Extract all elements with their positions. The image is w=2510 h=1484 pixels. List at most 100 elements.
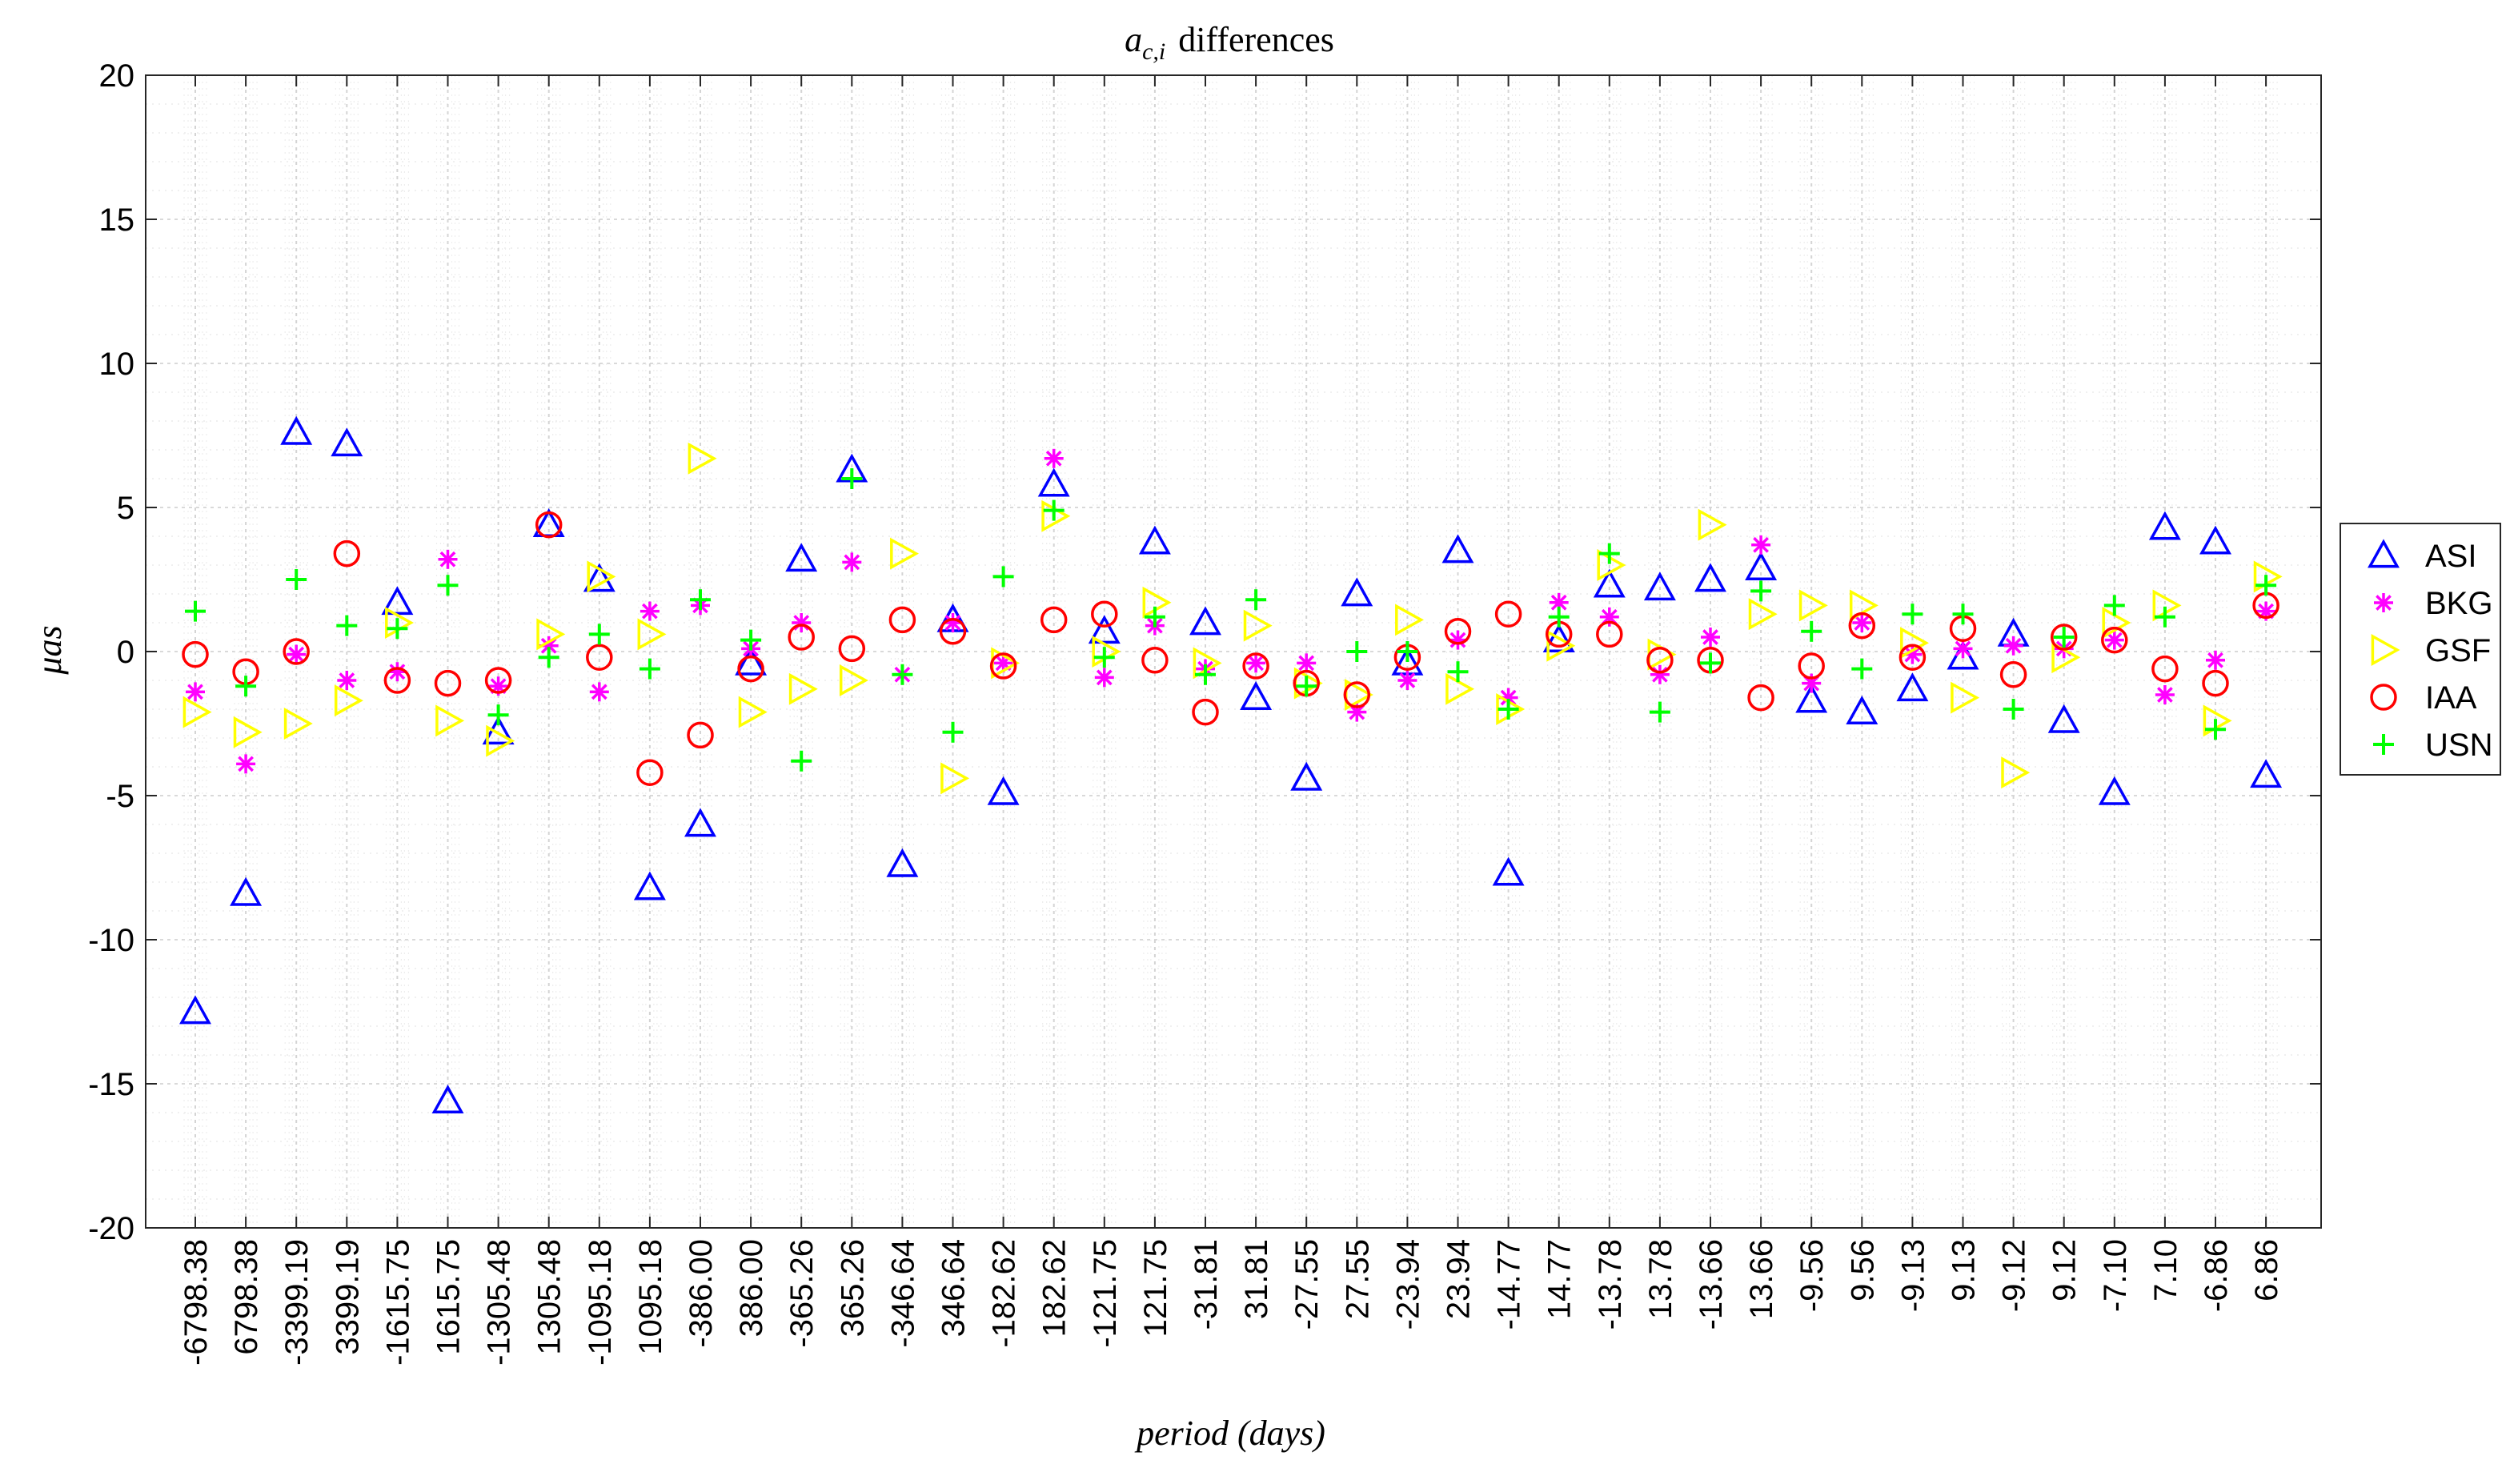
point-iaa (1747, 684, 1774, 712)
legend-marker-asi (2368, 539, 2400, 568)
point-iaa (838, 635, 866, 663)
y-tick-label: -20 (88, 1211, 134, 1246)
point-usn (1750, 580, 1772, 602)
x-tick-label: 1305.48 (532, 1239, 567, 1355)
point-usn (1346, 641, 1368, 662)
point-asi (1593, 568, 1626, 598)
point-usn (1144, 606, 1165, 628)
point-bkg-d2 (844, 554, 860, 571)
point-usn (1548, 606, 1570, 628)
legend-marker-bkg (2374, 593, 2393, 612)
point-bkg-d2 (1803, 675, 1820, 692)
point-bkg-d2 (1248, 655, 1264, 672)
point-bkg-d2 (2207, 652, 2223, 668)
point-bkg (1397, 671, 1417, 690)
axes-layer (145, 74, 2322, 1229)
point-bkg-d2 (1854, 615, 1870, 631)
legend: ASI BKG GSF IAA USN (2340, 523, 2501, 776)
point-asi (1189, 606, 1221, 636)
point-asi (987, 776, 1020, 805)
point-iaa (1494, 600, 1522, 628)
point-bkg (1650, 664, 1670, 684)
x-tick-label: 182.62 (1037, 1239, 1073, 1337)
chart-title: ac,i differences (1125, 20, 1334, 65)
y-tick-label: -5 (106, 779, 134, 814)
point-usn (1902, 604, 1923, 625)
point-bkg-d2 (187, 684, 203, 700)
point-bkg (1953, 639, 1973, 659)
point-usn (286, 569, 307, 590)
point-usn (2205, 719, 2226, 740)
point-usn (336, 615, 358, 636)
point-bkg (1599, 607, 1619, 627)
point-iaa (2202, 669, 2229, 697)
point-bkg (2155, 685, 2175, 704)
x-tick-label: -31.81 (1189, 1239, 1224, 1330)
point-bkg-d2 (540, 637, 557, 654)
point-asi (1542, 623, 1575, 652)
point-usn (1397, 641, 1418, 662)
point-usn (791, 750, 812, 772)
point-usn (235, 676, 257, 697)
point-bkg (1297, 653, 1317, 673)
point-gsf (1900, 627, 1930, 660)
point-gsf (1951, 681, 1980, 714)
point-iaa (1999, 661, 2027, 688)
legend-label-usn: USN (2425, 728, 2492, 763)
x-tick-label: -27.55 (1289, 1239, 1325, 1330)
x-tick-label: -1095.18 (583, 1239, 618, 1366)
x-tick-label: -3399.19 (279, 1239, 315, 1366)
point-gsf (738, 696, 768, 728)
point-bkg (640, 601, 660, 621)
x-tick-label: 7.10 (2148, 1239, 2183, 1302)
point-usn (1447, 661, 1469, 683)
series-usn (185, 468, 2277, 772)
x-axis-label: period (days) (1134, 1414, 1325, 1453)
point-bkg-d2 (1449, 632, 1466, 648)
x-tick-label: 6.86 (2249, 1239, 2284, 1302)
point-iaa (1596, 620, 1623, 648)
point-bkg-d2 (591, 684, 607, 700)
y-axis-label: μas (30, 625, 69, 675)
x-tick-label: 9.56 (1845, 1239, 1880, 1302)
x-tick-label: -13.78 (1593, 1239, 1628, 1330)
point-iaa (182, 640, 209, 668)
point-iaa (1444, 618, 1472, 645)
x-tick-label: -9.13 (1895, 1239, 1931, 1312)
point-bkg-d2 (2005, 637, 2022, 654)
point-bkg-d2 (1045, 450, 1062, 467)
point-usn (740, 629, 762, 651)
series-asi (179, 415, 2283, 1113)
point-bkg-d2 (339, 672, 355, 688)
x-tick-labels: -6798.38 6798.38 -3399.19 3399.19 -1615.75 16… (178, 1239, 2284, 1366)
point-bkg-d2 (2106, 632, 2123, 648)
point-bkg-d2 (1298, 655, 1315, 672)
point-asi (1240, 680, 1273, 710)
point-bkg (2206, 650, 2225, 670)
point-gsf (587, 560, 616, 593)
point-iaa (2050, 624, 2078, 651)
point-iaa (687, 721, 714, 749)
legend-label-asi: ASI (2425, 539, 2476, 574)
point-bkg (2003, 636, 2023, 656)
legend-label-gsf: GSF (2425, 633, 2491, 668)
x-tick-label: -1305.48 (482, 1239, 517, 1366)
point-gsf (233, 716, 263, 748)
point-gsf (2051, 641, 2081, 674)
point-iaa (535, 511, 563, 539)
point-bkg-d2 (642, 603, 658, 620)
legend-label-bkg: BKG (2425, 586, 2492, 621)
point-bkg (438, 549, 458, 569)
x-tick-label: 3399.19 (330, 1239, 365, 1355)
point-usn (992, 566, 1014, 588)
point-iaa (989, 652, 1017, 680)
point-iaa (1091, 600, 1118, 628)
y-tick-label: 20 (99, 58, 135, 94)
point-usn (942, 721, 964, 743)
legend-marker-iaa (2370, 684, 2397, 711)
point-asi (431, 1084, 464, 1113)
point-usn (1700, 652, 1721, 674)
point-iaa (737, 655, 764, 683)
point-asi (331, 427, 363, 457)
